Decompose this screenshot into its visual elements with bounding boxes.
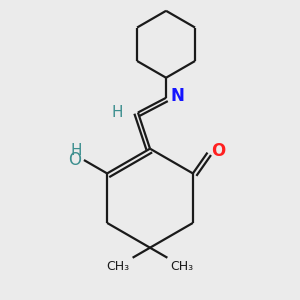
Text: H: H [112, 105, 123, 120]
Text: H: H [71, 143, 82, 158]
Text: N: N [170, 88, 184, 106]
Text: CH₃: CH₃ [106, 260, 129, 273]
Text: O: O [68, 151, 81, 169]
Text: O: O [211, 142, 225, 160]
Text: CH₃: CH₃ [171, 260, 194, 273]
